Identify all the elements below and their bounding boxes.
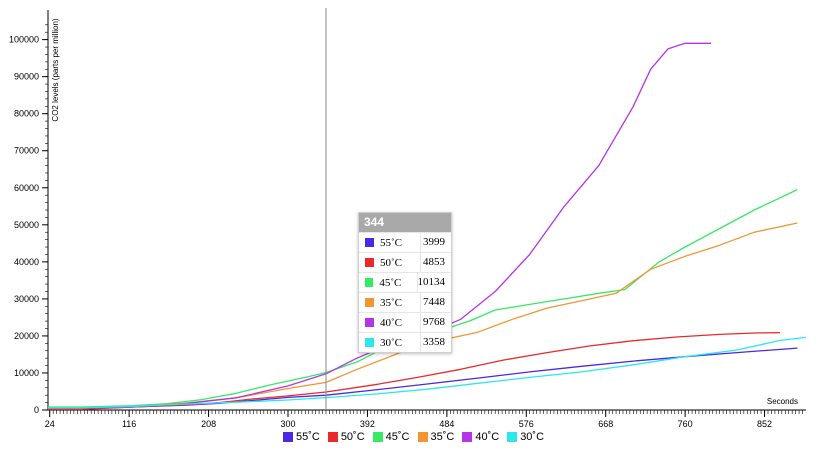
legend-swatch <box>417 432 428 442</box>
tooltip-series-value: 3999 <box>420 233 451 252</box>
legend-item[interactable]: 35˚C <box>417 431 455 443</box>
x-tick-label: 300 <box>280 419 295 429</box>
legend-swatch <box>372 432 383 442</box>
y-tick-label: 80000 <box>14 109 39 119</box>
tooltip-row: 35˚C 7448 <box>359 292 451 312</box>
legend-swatch <box>282 432 293 442</box>
x-tick-label: 668 <box>598 419 613 429</box>
tooltip-row: 40˚C 9768 <box>359 312 451 332</box>
y-tick-label: 60000 <box>14 183 39 193</box>
y-tick-label: 100000 <box>9 35 39 45</box>
tooltip-series-value: 10134 <box>416 273 452 292</box>
tooltip-series-value: 7448 <box>420 293 451 312</box>
tooltip-series-value: 9768 <box>420 313 451 332</box>
legend-item[interactable]: 40˚C <box>462 431 499 443</box>
y-tick-label: 0 <box>34 405 39 415</box>
tooltip-swatch <box>365 338 374 347</box>
series-line-5 <box>48 336 807 409</box>
tooltip-swatch <box>365 318 374 327</box>
tooltip-title: 344 <box>359 213 451 232</box>
legend-swatch <box>327 432 338 442</box>
tooltip-row: 45˚C 10134 <box>359 272 451 292</box>
legend-item[interactable]: 55˚C <box>282 431 320 443</box>
y-axis-title: CO2 levels (parts per million) <box>51 18 60 121</box>
tooltip-row: 30˚C 3358 <box>359 332 451 352</box>
x-tick-label: 208 <box>201 419 216 429</box>
legend-label: 40˚C <box>475 431 500 443</box>
x-tick-label: 392 <box>360 419 375 429</box>
y-tick-label: 40000 <box>14 257 39 267</box>
x-tick-label: 852 <box>757 419 772 429</box>
tooltip-series-name: 40˚C <box>380 316 402 329</box>
tooltip-series-value: 4853 <box>420 253 451 272</box>
legend: 55˚C 50˚C 45˚C 35˚C 40˚C 30˚C <box>0 431 827 443</box>
legend-item[interactable]: 50˚C <box>327 431 365 443</box>
tooltip-swatch <box>365 278 374 287</box>
x-tick-label: 576 <box>519 419 534 429</box>
x-axis-title: Seconds <box>767 397 798 406</box>
legend-swatch <box>507 432 518 442</box>
y-tick-label: 90000 <box>14 72 39 82</box>
legend-item[interactable]: 45˚C <box>372 431 410 443</box>
x-tick-label: 24 <box>45 419 55 429</box>
x-tick-label: 116 <box>122 419 136 429</box>
x-tick-label: 760 <box>678 419 693 429</box>
y-tick-label: 70000 <box>14 146 39 156</box>
legend-label: 35˚C <box>430 431 455 443</box>
y-tick-label: 20000 <box>14 331 39 341</box>
hover-tooltip: 344 55˚C 3999 50˚C 4853 45˚C 10134 35˚C 7448 40˚… <box>358 212 452 353</box>
x-tick-label: 484 <box>439 419 454 429</box>
tooltip-row: 50˚C 4853 <box>359 252 451 272</box>
tooltip-row: 55˚C 3999 <box>359 232 451 252</box>
tooltip-series-name: 50˚C <box>380 256 402 269</box>
legend-label: 45˚C <box>385 431 410 443</box>
tooltip-swatch <box>365 258 374 267</box>
tooltip-series-name: 55˚C <box>380 236 402 249</box>
legend-label: 55˚C <box>295 431 320 443</box>
tooltip-swatch <box>365 238 374 247</box>
y-tick-label: 30000 <box>14 294 39 304</box>
y-tick-label: 50000 <box>14 220 39 230</box>
legend-label: 30˚C <box>520 431 545 443</box>
tooltip-series-value: 3358 <box>420 333 451 352</box>
legend-swatch <box>462 432 473 442</box>
tooltip-series-name: 45˚C <box>379 276 402 289</box>
tooltip-series-name: 35˚C <box>380 296 402 309</box>
tooltip-series-name: 30˚C <box>380 336 402 349</box>
legend-label: 50˚C <box>340 431 365 443</box>
y-tick-label: 10000 <box>14 368 39 378</box>
series-line-1 <box>48 331 781 410</box>
tooltip-swatch <box>365 298 374 307</box>
legend-item[interactable]: 30˚C <box>507 431 544 443</box>
